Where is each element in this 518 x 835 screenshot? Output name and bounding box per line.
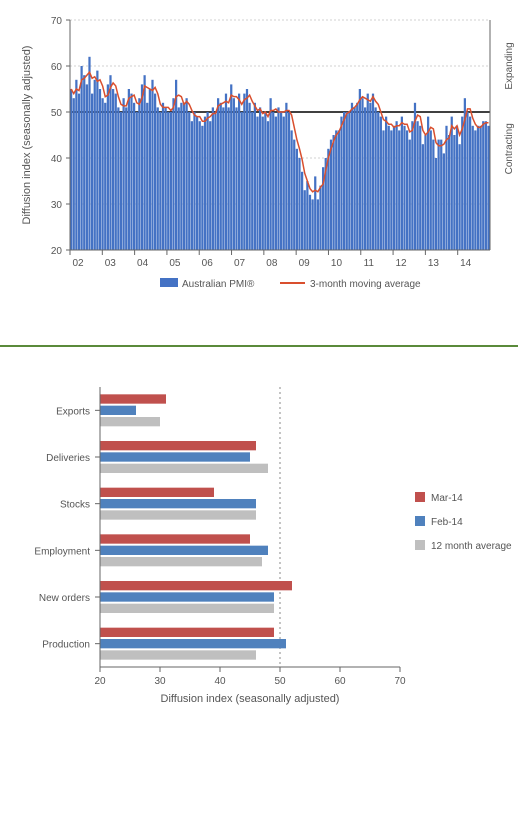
svg-text:07: 07 <box>234 258 246 269</box>
svg-text:Production: Production <box>42 640 90 651</box>
section-divider <box>0 345 518 347</box>
svg-text:3-month moving average: 3-month moving average <box>310 279 421 290</box>
svg-text:09: 09 <box>299 258 311 269</box>
svg-text:Employment: Employment <box>34 546 90 557</box>
svg-text:Diffusion index (seasonally ad: Diffusion index (seasonally adjusted) <box>161 693 340 705</box>
svg-text:13: 13 <box>428 258 440 269</box>
svg-text:50: 50 <box>51 108 63 119</box>
svg-text:Mar-14: Mar-14 <box>431 493 463 504</box>
svg-text:70: 70 <box>51 16 63 27</box>
svg-text:Contracting: Contracting <box>504 123 515 174</box>
svg-text:Deliveries: Deliveries <box>46 453 90 464</box>
svg-text:70: 70 <box>394 676 406 687</box>
hbar-chart: 20 30 40 50 60 70 Exports Deliveries Stocks Emplo… <box>15 377 518 715</box>
svg-text:40: 40 <box>51 154 63 165</box>
svg-text:Australian PMI®: Australian PMI® <box>182 279 255 290</box>
svg-text:20: 20 <box>94 676 106 687</box>
svg-text:11: 11 <box>364 258 375 269</box>
svg-text:Exports: Exports <box>56 406 90 417</box>
svg-text:30: 30 <box>154 676 166 687</box>
svg-text:Diffusion index (seasonally ad: Diffusion index (seasonally adjusted) <box>21 46 33 225</box>
svg-text:05: 05 <box>169 258 181 269</box>
svg-text:Stocks: Stocks <box>60 500 90 511</box>
svg-text:03: 03 <box>105 258 117 269</box>
svg-text:20: 20 <box>51 246 63 257</box>
svg-text:06: 06 <box>202 258 214 269</box>
svg-text:14: 14 <box>460 258 472 269</box>
pmi-chart: 20 30 40 50 60 70 02 03 04 05 06 07 08 09 10 11 12 13 14 Di… <box>15 10 518 295</box>
hbar-chart-container: 20 30 40 50 60 70 Exports Deliveries Stocks Emplo… <box>0 367 518 725</box>
svg-text:60: 60 <box>334 676 346 687</box>
svg-text:30: 30 <box>51 200 63 211</box>
svg-text:50: 50 <box>274 676 286 687</box>
svg-text:40: 40 <box>214 676 226 687</box>
pmi-chart-container: 20 30 40 50 60 70 02 03 04 05 06 07 08 09 10 11 12 13 14 Di… <box>0 0 518 305</box>
svg-text:04: 04 <box>137 258 149 269</box>
svg-text:02: 02 <box>72 258 84 269</box>
svg-text:12: 12 <box>396 258 408 269</box>
svg-text:Feb-14: Feb-14 <box>431 517 463 528</box>
svg-text:60: 60 <box>51 62 63 73</box>
svg-text:10: 10 <box>331 258 343 269</box>
svg-text:New orders: New orders <box>39 593 90 604</box>
svg-text:08: 08 <box>266 258 278 269</box>
svg-text:12 month average: 12 month average <box>431 541 512 552</box>
svg-text:Expanding: Expanding <box>504 42 515 89</box>
